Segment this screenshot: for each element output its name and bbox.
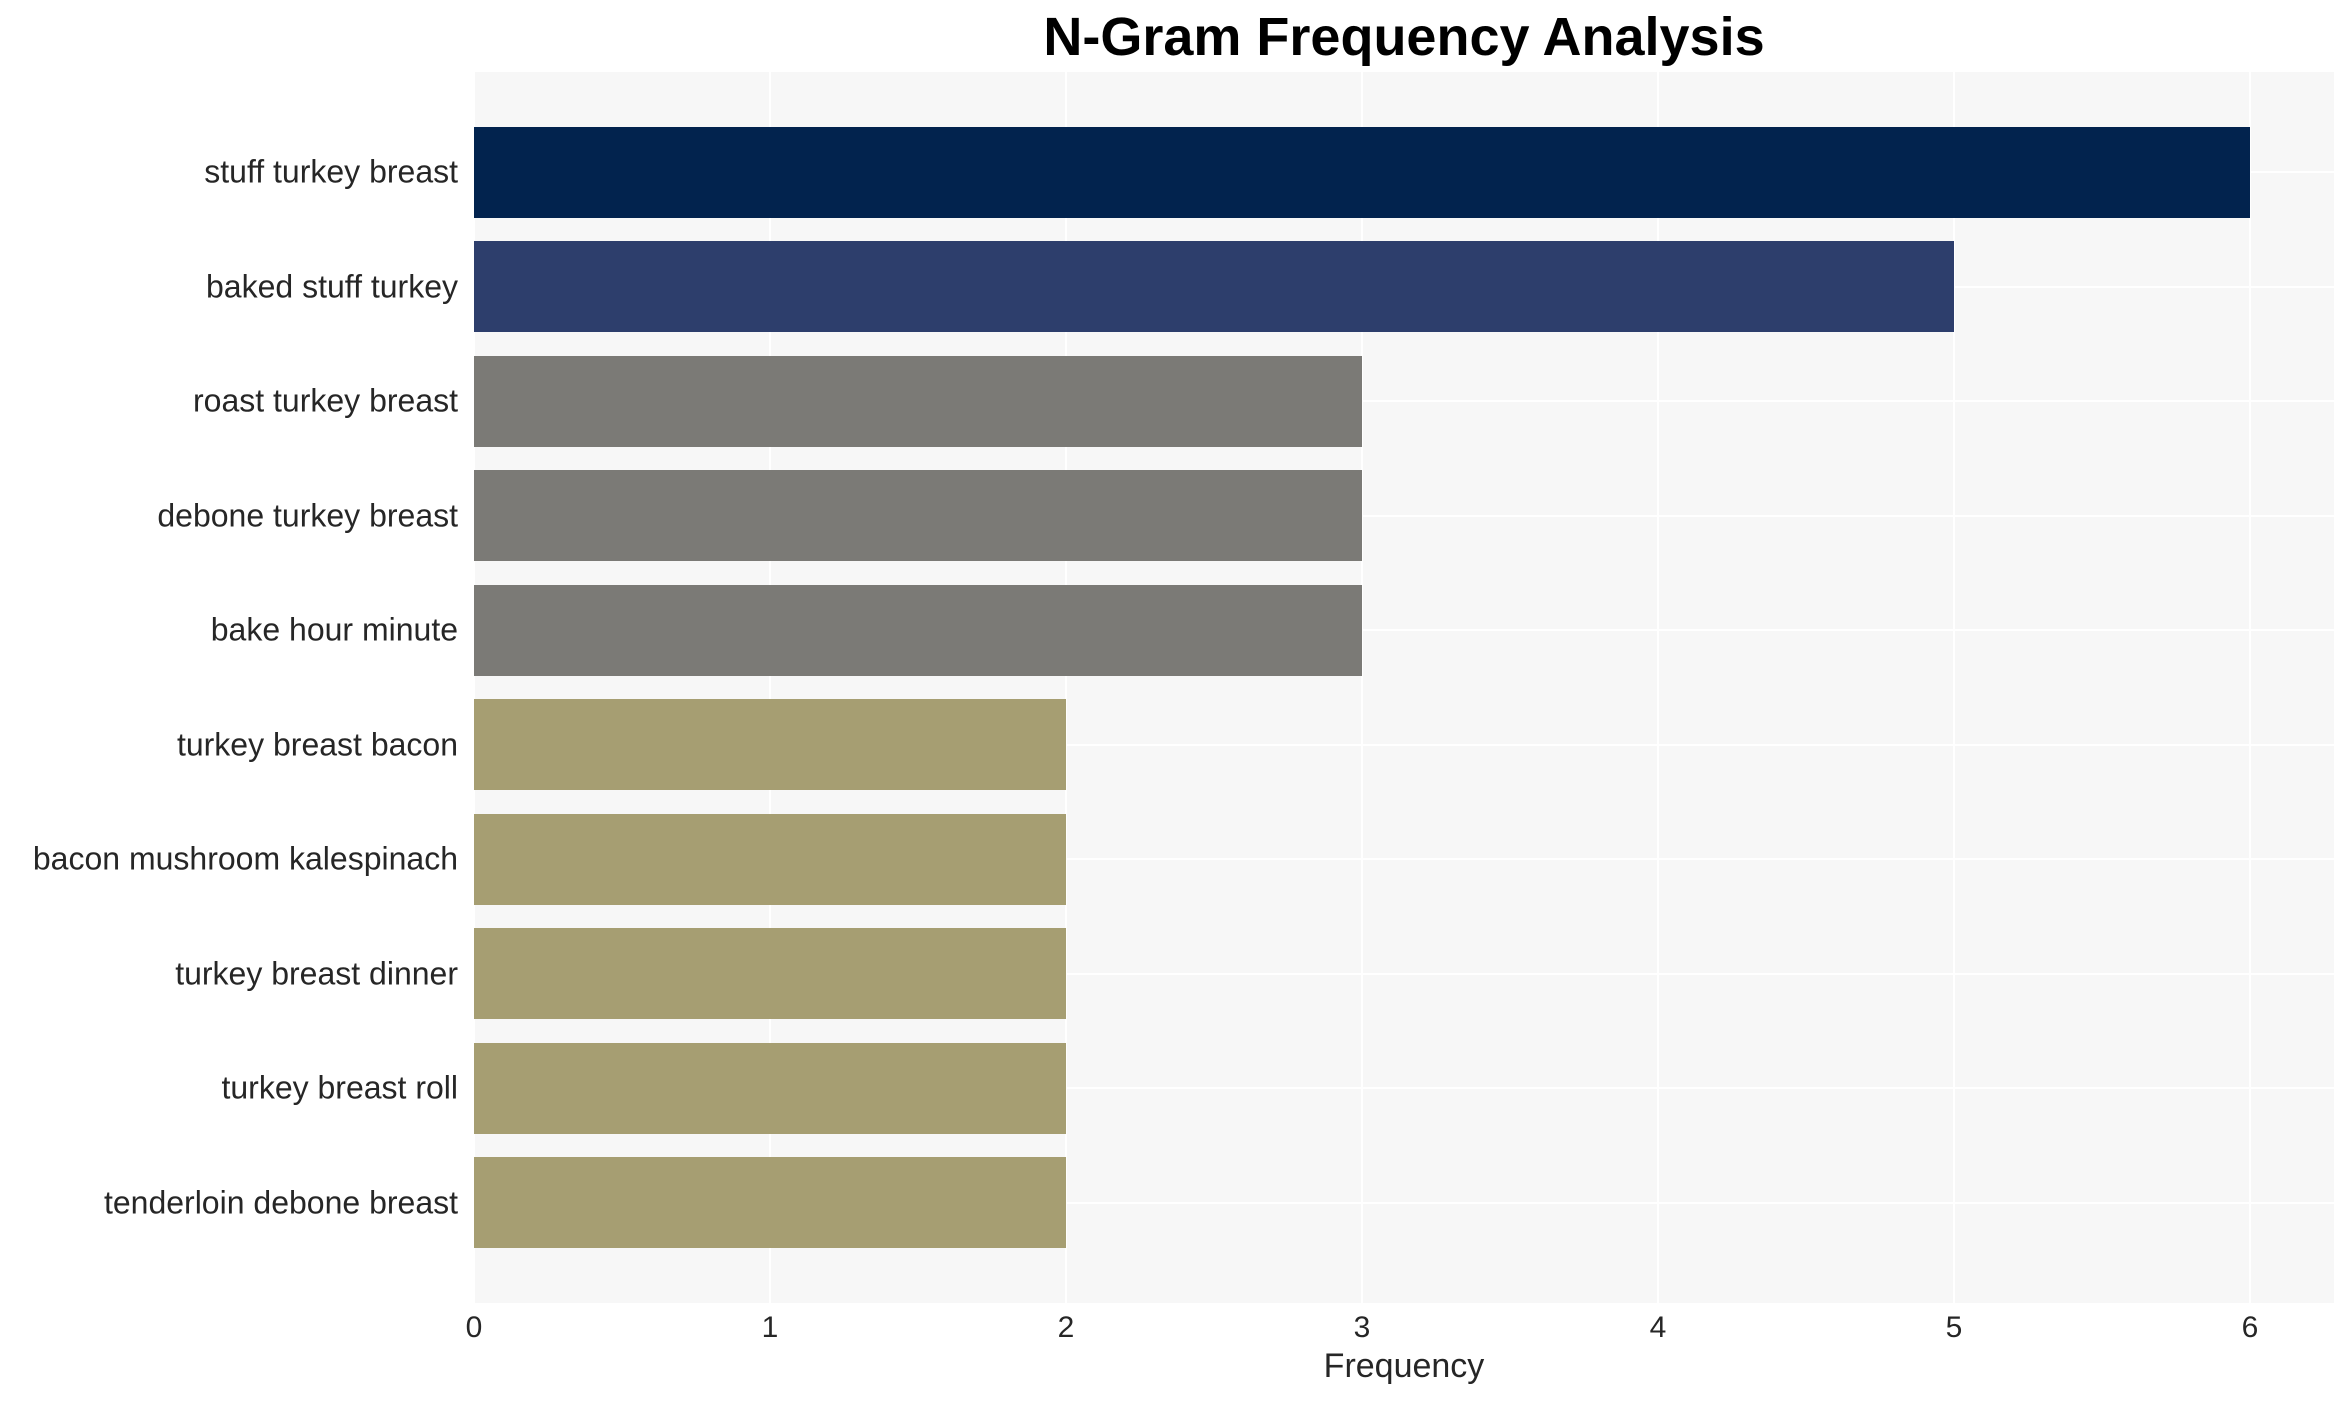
vertical-gridline: [1361, 72, 1363, 1303]
frequency-bar: [474, 928, 1066, 1020]
x-tick-label: 1: [761, 1311, 779, 1344]
bar-row: turkey breast roll: [221, 1031, 2334, 1146]
category-label: roast turkey breast: [193, 382, 458, 419]
horizontal-gridline: [474, 1201, 2334, 1204]
frequency-bar: [474, 241, 1954, 333]
horizontal-gridline: [474, 858, 2334, 861]
bar-row: turkey breast bacon: [177, 688, 2334, 803]
category-label: turkey breast bacon: [176, 726, 458, 763]
category-label: bake hour minute: [210, 611, 458, 648]
horizontal-gridline: [474, 743, 2334, 746]
bar-row: turkey breast dinner: [175, 917, 2334, 1032]
bar-row: bacon mushroom kalespinach: [33, 802, 2334, 917]
category-label: debone turkey breast: [157, 497, 458, 534]
horizontal-gridline: [474, 972, 2334, 975]
category-label: baked stuff turkey: [206, 268, 458, 305]
horizontal-gridline: [474, 629, 2334, 632]
horizontal-gridline: [474, 400, 2334, 403]
bar-row: tenderloin debone breast: [104, 1146, 2334, 1261]
x-tick-label: 4: [1649, 1311, 1667, 1344]
x-axis-label: Frequency: [1323, 1347, 1485, 1385]
frequency-bar: [474, 470, 1362, 562]
vertical-gridline: [473, 72, 475, 1303]
frequency-bar: [474, 584, 1362, 676]
frequency-bar: [474, 355, 1362, 447]
category-label: turkey breast roll: [221, 1069, 458, 1106]
bar-row: bake hour minute: [211, 573, 2334, 688]
x-tick-label: 0: [465, 1311, 483, 1344]
bar-row: roast turkey breast: [193, 344, 2334, 459]
x-tick-label: 5: [1945, 1311, 1963, 1344]
bar-row: stuff turkey breast: [204, 115, 2334, 230]
category-label: bacon mushroom kalespinach: [32, 840, 458, 877]
vertical-gridline: [2249, 72, 2251, 1303]
bar-rows: stuff turkey breast baked stuff turkey roa…: [33, 72, 2334, 1303]
category-label: tenderloin debone breast: [103, 1184, 458, 1221]
bar-row: debone turkey breast: [157, 459, 2334, 574]
category-label: stuff turkey breast: [204, 153, 458, 190]
vertical-gridline: [1953, 72, 1955, 1303]
horizontal-gridline: [474, 514, 2334, 517]
x-axis-ticks: 0 1 2 3 4 5 6: [466, 1311, 2334, 1349]
frequency-bar: [474, 1157, 1066, 1249]
horizontal-gridline: [474, 1087, 2334, 1090]
x-tick-label: 6: [2241, 1311, 2259, 1344]
x-tick-label: 2: [1057, 1311, 1075, 1344]
x-tick-label: 3: [1353, 1311, 1371, 1344]
category-label: turkey breast dinner: [175, 955, 458, 992]
chart-title: N-Gram Frequency Analysis: [1043, 7, 1765, 67]
vertical-gridline: [1657, 72, 1659, 1303]
frequency-bar: [474, 1042, 1066, 1134]
vertical-gridline: [769, 72, 771, 1303]
bar-row: baked stuff turkey: [206, 230, 2334, 345]
frequency-bar: [474, 813, 1066, 905]
vertical-gridline: [1065, 72, 1067, 1303]
frequency-bar: [474, 699, 1066, 791]
frequency-bar: [474, 126, 2250, 218]
plot-area: stuff turkey breast baked stuff turkey roa…: [33, 72, 2334, 1303]
